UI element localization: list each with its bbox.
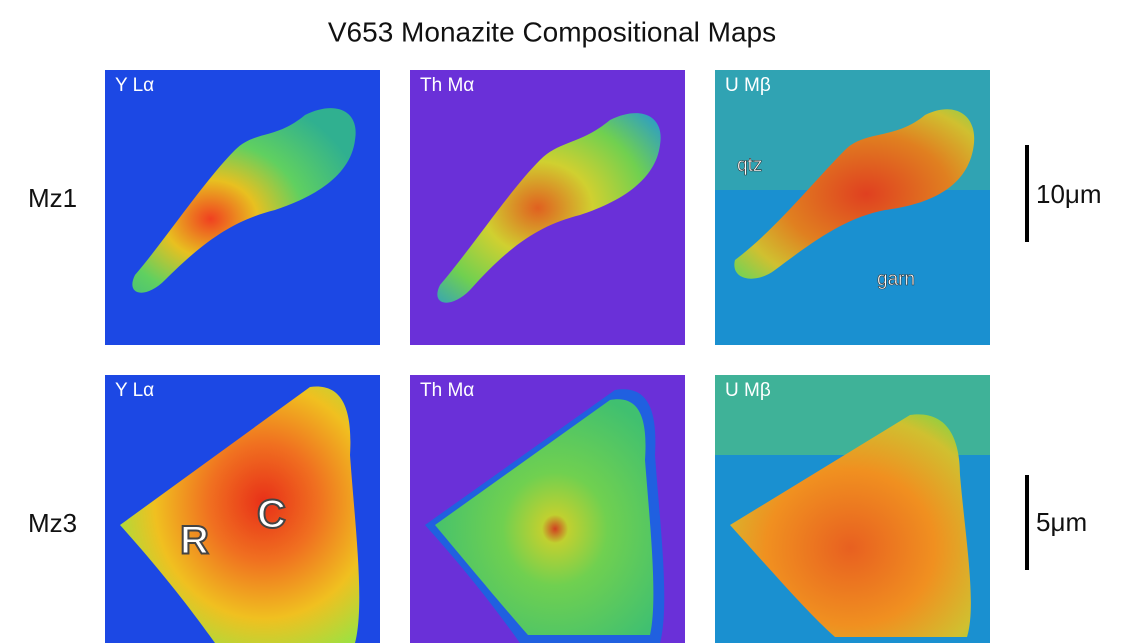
row-label: Mz1: [28, 183, 77, 213]
map-panel: Th Mα: [410, 70, 685, 345]
figure-title: V653 Monazite Compositional Maps: [328, 16, 776, 47]
map-panel: Th Mα: [410, 375, 685, 643]
annotation: R: [180, 519, 209, 563]
panel-label: Y Lα: [115, 75, 154, 96]
panel-label: Th Mα: [420, 75, 474, 96]
panel-label: Th Mα: [420, 380, 474, 401]
annotation: C: [257, 493, 286, 537]
annotation: garn: [877, 269, 915, 290]
panel-label: U Mβ: [725, 75, 771, 96]
panel-label: U Mβ: [725, 380, 771, 401]
map-panel: U Mβ: [715, 375, 990, 643]
map-panel: Y Lα: [105, 70, 380, 345]
map-panel: U Mβ qtz garn: [715, 70, 990, 345]
annotation: qtz: [737, 155, 762, 176]
panel-label: Y Lα: [115, 380, 154, 401]
row-label: Mz3: [28, 508, 77, 538]
figure: V653 Monazite Compositional Maps Mz1 Y L…: [0, 0, 1141, 643]
scale-label: 10μm: [1036, 179, 1102, 209]
map-panel: Y Lα R C: [105, 375, 380, 643]
scale-label: 5μm: [1036, 507, 1087, 537]
